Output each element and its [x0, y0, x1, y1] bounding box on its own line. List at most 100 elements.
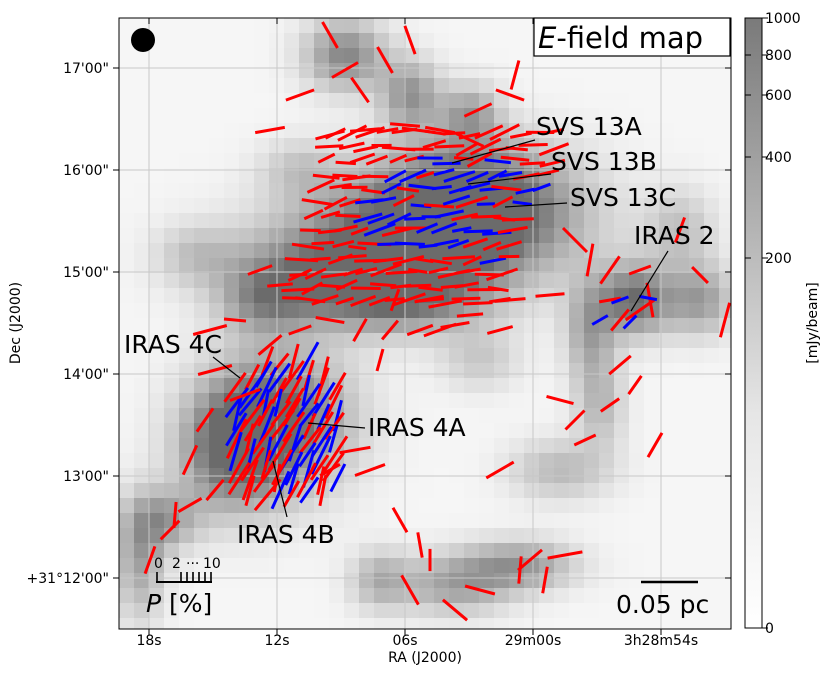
polarization-vector — [268, 409, 296, 443]
polarization-vector — [433, 168, 455, 177]
polarization-vector — [599, 397, 621, 413]
polarization-vector — [628, 264, 652, 276]
polarization-vector — [434, 209, 465, 219]
polarization-vector — [517, 556, 523, 584]
polarization-vector — [254, 125, 286, 135]
polarization-vector — [335, 278, 358, 291]
polarization-vector — [443, 170, 476, 183]
polarization-vector — [223, 317, 247, 323]
polarization-vector — [608, 354, 632, 376]
polarization-vector — [440, 321, 470, 329]
polarization-vector — [418, 243, 438, 249]
polarization-vector — [368, 295, 391, 307]
polarization-vector — [486, 267, 519, 282]
polarization-vector — [282, 411, 306, 443]
polarization-vector — [238, 372, 266, 409]
polarization-vector — [622, 314, 638, 330]
polarization-vector — [329, 463, 347, 493]
title-box — [533, 17, 731, 57]
title-rest: -field map — [556, 21, 703, 55]
polarization-vector — [338, 141, 365, 151]
y-axis-label: Dec (J2000) — [8, 282, 24, 364]
polarization-vector — [591, 314, 609, 326]
polarization-vector — [418, 285, 443, 292]
polarization-vector — [298, 442, 317, 468]
polarization-vector — [585, 243, 595, 277]
colorbar-label: [mJy/beam] — [805, 282, 821, 363]
polarization-vector — [335, 213, 361, 218]
colorbar — [744, 17, 763, 629]
polarization-vector — [482, 241, 502, 252]
polarization-vector — [495, 88, 525, 102]
polarization-vector — [311, 381, 336, 418]
polarization-vector — [252, 462, 276, 493]
polarization-vector — [455, 132, 485, 148]
polarization-vector — [228, 431, 243, 472]
pol-scale-label: P [%] — [146, 589, 212, 618]
polarization-vector — [494, 297, 526, 303]
polarization-vector — [451, 296, 481, 301]
polarization-vector — [172, 501, 178, 529]
polarization-vector — [403, 25, 417, 55]
polarization-vector — [225, 418, 248, 459]
x-tick-label: 18s — [136, 633, 161, 649]
polarization-vector — [316, 403, 331, 431]
polarization-vector — [349, 127, 381, 133]
polarization-vector — [385, 269, 418, 275]
pol-scale-unit: [%] — [169, 589, 212, 618]
polarization-vector — [406, 323, 434, 337]
polarization-vector — [251, 423, 276, 455]
polarization-vector — [370, 196, 397, 204]
polarization-vector — [482, 230, 512, 236]
polarization-vector — [370, 262, 403, 278]
polarization-vector — [321, 21, 339, 49]
polarization-vector — [282, 480, 301, 508]
polarization-vector — [518, 143, 548, 147]
polarization-vector — [434, 144, 465, 149]
polarization-vector — [362, 174, 389, 179]
polarization-vector — [501, 217, 534, 222]
colorbar-tick-label: 200 — [765, 251, 792, 267]
polarization-vector — [718, 302, 731, 338]
polarization-vector — [223, 372, 247, 403]
polarization-vector — [486, 325, 514, 335]
polarization-vector — [244, 475, 256, 507]
y-tick-label: 13'00" — [63, 469, 109, 485]
polarization-vector — [476, 202, 496, 206]
polarization-vector — [433, 238, 459, 247]
polarization-vector — [296, 462, 317, 498]
polarization-vector — [205, 478, 225, 502]
y-axis-ticks: +31°12'00" 13'00" 14'00" 15'00" 16'00" 17'00" — [27, 61, 731, 587]
scale-bar-label: 0.05 pc — [616, 590, 709, 619]
polarization-vector — [322, 435, 349, 473]
polarization-vector — [361, 188, 386, 195]
polarization-vector — [432, 161, 461, 166]
polarization-vector — [240, 446, 265, 482]
polarization-vector — [537, 168, 560, 177]
polarization-vector — [284, 387, 305, 418]
polarization-vector — [257, 398, 274, 427]
y-tick-label: 17'00" — [63, 61, 109, 77]
polarization-vector — [260, 449, 272, 480]
iras4b-pointer — [272, 460, 288, 518]
polarization-vector — [315, 129, 345, 141]
polarization-vector — [244, 363, 261, 391]
polarization-vector — [515, 187, 536, 195]
polarization-vector — [365, 154, 389, 166]
polarization-vector — [227, 461, 251, 496]
polarization-vector — [312, 173, 340, 180]
polarization-vector — [298, 402, 320, 428]
polarization-vector — [442, 255, 476, 261]
polarization-vector — [335, 160, 356, 166]
title-symbol: E — [538, 21, 557, 55]
polarization-vector — [462, 237, 489, 249]
polarization-vector — [287, 463, 300, 495]
polarization-vector — [383, 169, 407, 184]
polarization-vector — [260, 345, 275, 377]
polarization-vector — [464, 584, 496, 596]
chart-title: E-field map — [538, 21, 703, 55]
polarization-vector — [350, 76, 370, 104]
y-tick-label: 14'00" — [63, 367, 109, 383]
polarization-vector — [539, 158, 566, 168]
